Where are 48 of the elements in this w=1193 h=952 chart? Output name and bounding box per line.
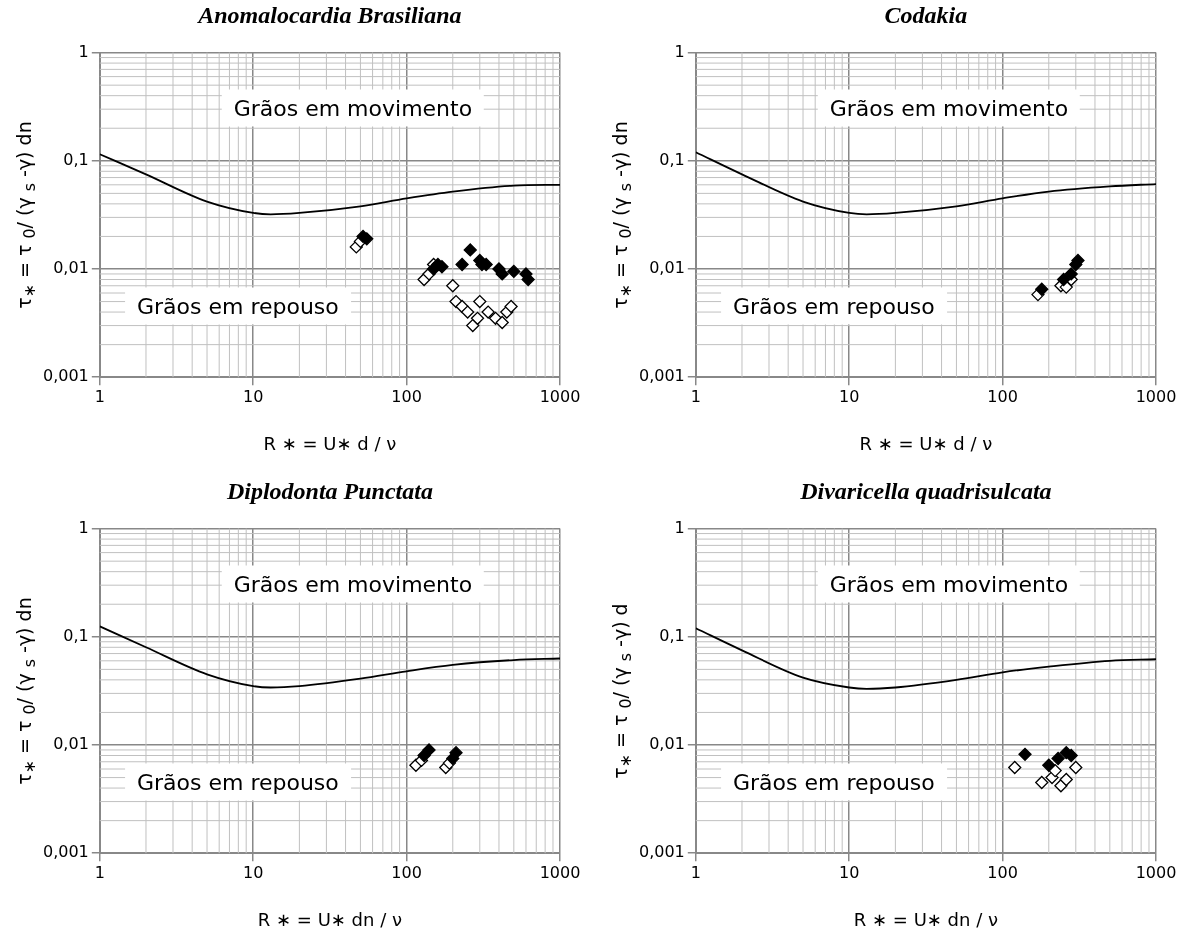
annotation: Grãos em repouso	[720, 763, 947, 801]
x-tick-label: 10	[243, 862, 264, 882]
y-tick-label: 1	[674, 517, 685, 537]
chart-title: Anomalocardia Brasiliana	[196, 2, 463, 29]
x-axis-title: R ∗ = U∗ d / ν	[263, 432, 397, 454]
x-tick-label: 100	[987, 386, 1018, 406]
x-tick-label: 10	[839, 386, 860, 406]
y-tick-label: 0,1	[659, 625, 685, 645]
x-tick-label: 1	[94, 862, 105, 882]
annotation: Grãos em movimento	[221, 565, 485, 603]
chart-title: Diplodonta Punctata	[225, 478, 434, 505]
annotation: Grãos em repouso	[124, 763, 351, 801]
y-tick-label: 0,01	[649, 258, 685, 278]
x-tick-label: 10	[839, 862, 860, 882]
y-tick-label: 0,001	[638, 842, 685, 862]
x-tick-label: 1000	[539, 862, 581, 882]
x-tick-label: 1	[94, 386, 105, 406]
x-tick-label: 1000	[1135, 862, 1177, 882]
x-tick-label: 1000	[1135, 386, 1177, 406]
chart-title: Codakia	[883, 2, 969, 29]
y-tick-label: 0,01	[53, 734, 89, 754]
y-tick-label: 0,1	[63, 149, 89, 169]
y-tick-label: 1	[674, 41, 685, 61]
chart-title: Divaricella quadrisulcata	[799, 478, 1053, 505]
y-tick-label: 1	[78, 517, 89, 537]
x-axis-title: R ∗ = U∗ dn / ν	[257, 908, 403, 930]
annotation: Grãos em movimento	[817, 89, 1081, 127]
x-tick-label: 100	[987, 862, 1018, 882]
y-tick-label: 0,1	[63, 625, 89, 645]
annotation: Grãos em movimento	[221, 89, 485, 127]
x-tick-label: 100	[391, 386, 422, 406]
x-tick-label: 10	[243, 386, 264, 406]
y-tick-label: 0,1	[659, 149, 685, 169]
x-tick-label: 1	[690, 862, 701, 882]
annotation: Grãos em movimento	[817, 565, 1081, 603]
annotation: Grãos em repouso	[124, 287, 351, 325]
x-tick-label: 1000	[539, 386, 581, 406]
y-tick-label: 0,001	[42, 366, 89, 386]
y-tick-label: 0,001	[638, 366, 685, 386]
y-tick-label: 0,001	[42, 842, 89, 862]
x-axis-title: R ∗ = U∗ dn / ν	[853, 908, 999, 930]
y-tick-label: 1	[78, 41, 89, 61]
x-tick-label: 1	[690, 386, 701, 406]
y-tick-label: 0,01	[53, 258, 89, 278]
x-tick-label: 100	[391, 862, 422, 882]
y-tick-label: 0,01	[649, 734, 685, 754]
annotation: Grãos em repouso	[720, 287, 947, 325]
x-axis-title: R ∗ = U∗ d / ν	[859, 432, 993, 454]
